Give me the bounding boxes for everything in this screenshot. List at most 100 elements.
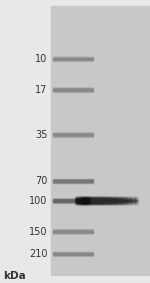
- Bar: [82, 199, 83, 200]
- Bar: [104, 203, 106, 204]
- Bar: [81, 196, 83, 197]
- Bar: [132, 198, 133, 199]
- Bar: [89, 200, 90, 201]
- Bar: [128, 199, 129, 200]
- Bar: [82, 196, 83, 197]
- Bar: [115, 198, 117, 199]
- Bar: [120, 200, 122, 201]
- Bar: [94, 200, 95, 201]
- Bar: [100, 201, 102, 202]
- Bar: [128, 200, 129, 201]
- Bar: [84, 201, 85, 202]
- Bar: [118, 196, 119, 197]
- Bar: [75, 197, 76, 198]
- Bar: [90, 200, 91, 201]
- Bar: [53, 232, 93, 233]
- Bar: [112, 202, 113, 203]
- Bar: [133, 203, 135, 204]
- Bar: [129, 203, 131, 204]
- Bar: [114, 200, 116, 201]
- Bar: [129, 203, 131, 204]
- Bar: [85, 196, 86, 197]
- Bar: [79, 199, 80, 200]
- Bar: [133, 203, 135, 204]
- Bar: [114, 203, 116, 204]
- Bar: [88, 203, 89, 204]
- Bar: [133, 204, 135, 205]
- Bar: [99, 196, 100, 197]
- Bar: [82, 198, 83, 199]
- Bar: [101, 199, 103, 200]
- Bar: [78, 204, 79, 205]
- Bar: [119, 197, 121, 198]
- Bar: [113, 201, 114, 202]
- Bar: [109, 202, 111, 203]
- Bar: [81, 203, 83, 204]
- Bar: [137, 204, 138, 205]
- Bar: [94, 199, 95, 200]
- Bar: [91, 197, 93, 198]
- Bar: [53, 90, 93, 91]
- Bar: [96, 202, 98, 203]
- Bar: [128, 204, 129, 205]
- Bar: [98, 201, 99, 202]
- Bar: [53, 134, 93, 135]
- Bar: [123, 203, 124, 204]
- Bar: [53, 201, 93, 202]
- Text: 100: 100: [29, 196, 47, 206]
- Bar: [105, 201, 107, 202]
- Bar: [125, 203, 127, 204]
- Bar: [88, 201, 89, 202]
- Bar: [108, 199, 109, 200]
- Bar: [110, 199, 112, 200]
- Bar: [93, 197, 94, 198]
- Bar: [89, 201, 90, 202]
- Bar: [86, 197, 87, 198]
- Bar: [103, 199, 104, 200]
- Bar: [79, 197, 80, 198]
- Bar: [110, 204, 112, 205]
- Bar: [115, 200, 117, 201]
- Bar: [86, 204, 87, 205]
- Bar: [87, 198, 88, 199]
- Bar: [129, 199, 131, 200]
- Bar: [80, 201, 81, 203]
- Bar: [108, 201, 109, 202]
- Bar: [53, 200, 93, 201]
- Bar: [82, 201, 84, 202]
- Bar: [118, 200, 119, 201]
- Bar: [94, 202, 95, 203]
- Bar: [93, 203, 94, 204]
- Bar: [77, 199, 78, 200]
- Bar: [105, 200, 107, 201]
- Bar: [77, 203, 78, 204]
- Bar: [105, 200, 107, 201]
- Bar: [96, 204, 98, 205]
- Bar: [78, 196, 79, 197]
- Bar: [88, 201, 89, 203]
- Bar: [89, 200, 90, 201]
- Bar: [76, 196, 78, 197]
- Bar: [53, 182, 93, 183]
- Bar: [81, 197, 83, 198]
- Bar: [135, 203, 137, 204]
- Bar: [117, 201, 118, 202]
- Bar: [53, 232, 93, 233]
- Bar: [124, 202, 126, 203]
- Bar: [84, 203, 85, 204]
- Bar: [88, 198, 89, 199]
- Bar: [109, 199, 111, 200]
- Bar: [89, 204, 90, 205]
- Bar: [128, 200, 129, 201]
- Bar: [104, 204, 106, 205]
- Bar: [93, 198, 94, 199]
- Bar: [53, 136, 93, 137]
- Bar: [98, 204, 99, 205]
- Bar: [80, 199, 82, 200]
- Bar: [105, 198, 107, 199]
- Bar: [84, 199, 85, 200]
- Bar: [53, 199, 93, 200]
- Bar: [109, 201, 111, 202]
- Bar: [110, 197, 112, 198]
- Bar: [108, 200, 109, 201]
